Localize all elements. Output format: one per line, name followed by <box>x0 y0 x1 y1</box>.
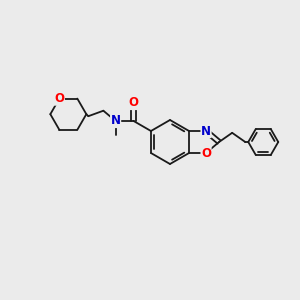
Text: O: O <box>129 97 139 110</box>
Text: N: N <box>201 124 211 137</box>
Text: O: O <box>54 92 64 105</box>
Text: N: N <box>111 115 121 128</box>
Text: O: O <box>201 146 211 160</box>
